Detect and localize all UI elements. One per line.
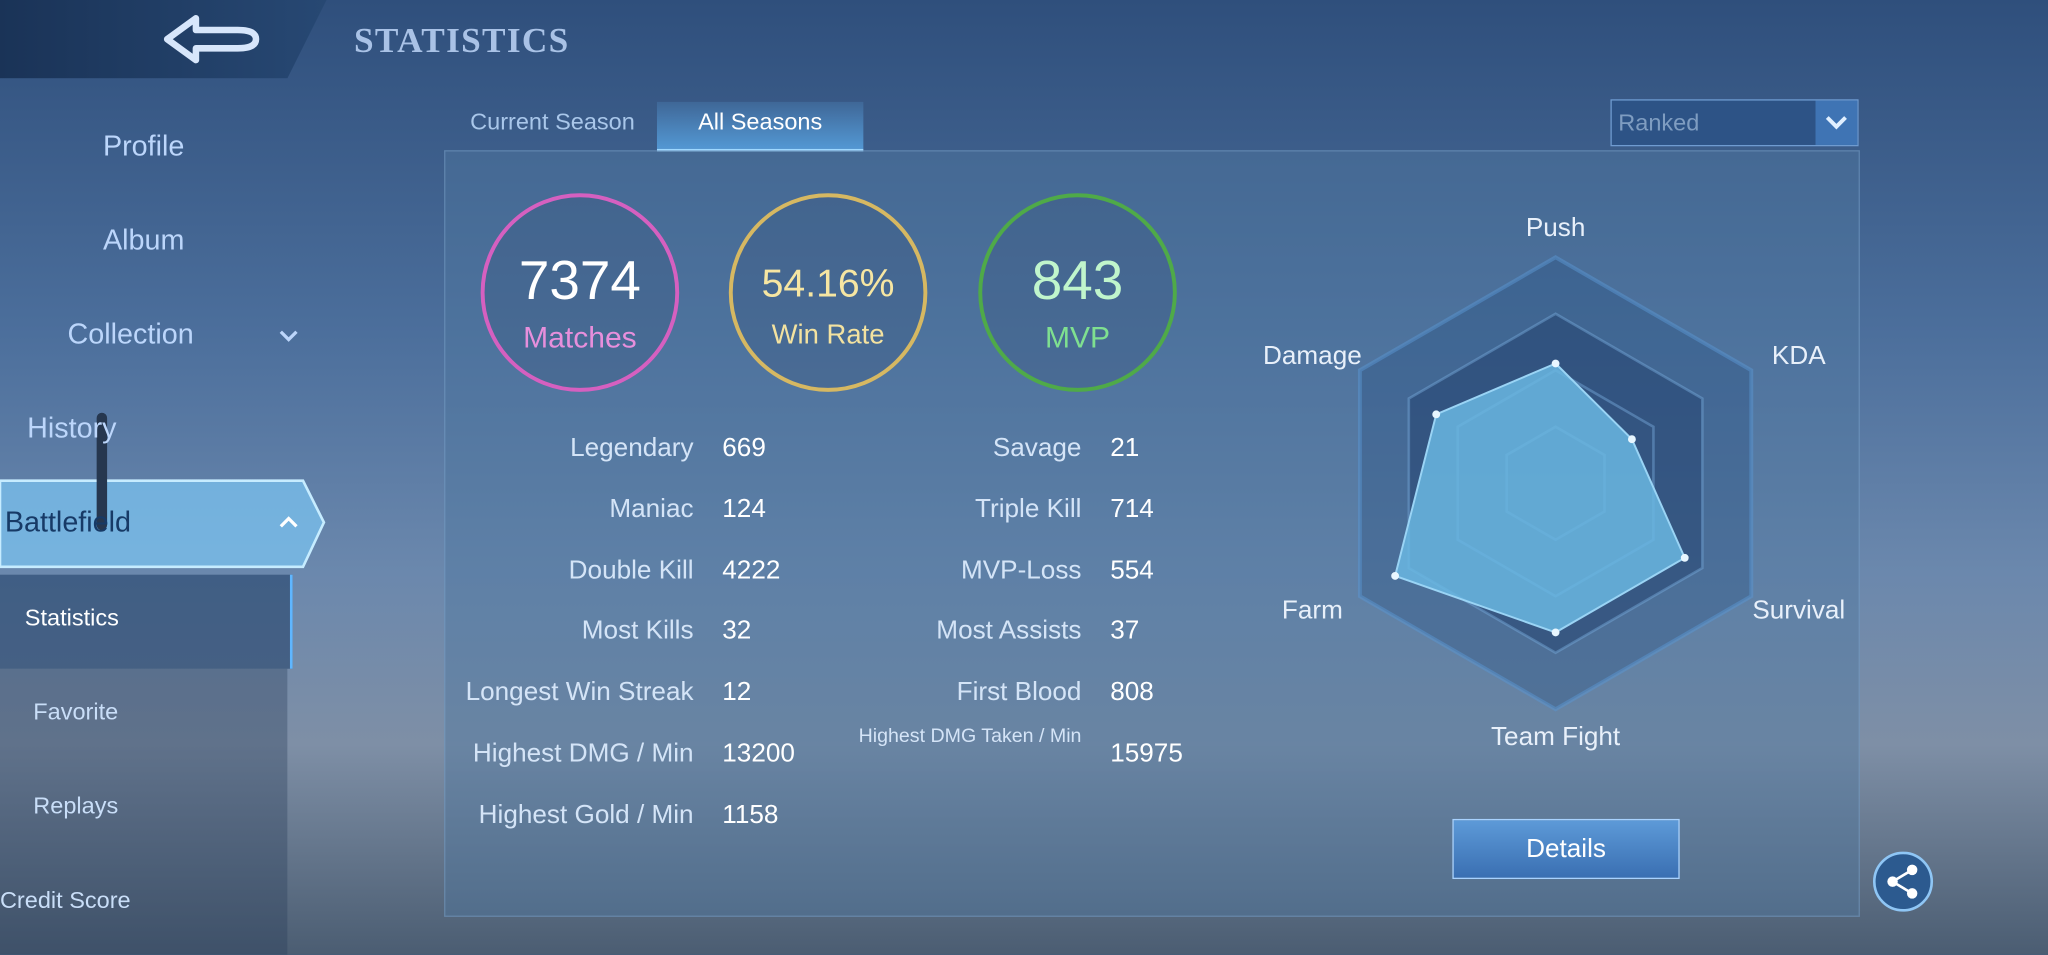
stat-value: 15975 — [1110, 739, 1183, 768]
tab[interactable]: Current Season — [470, 108, 635, 135]
radar-point — [1391, 571, 1400, 580]
mvp-ring: 843 MVP — [978, 193, 1177, 392]
details-button[interactable]: Details — [1452, 818, 1680, 880]
stat-label: Most Assists — [936, 616, 1082, 646]
chevron-down — [279, 330, 298, 342]
radar-axis-label: Push — [1525, 213, 1586, 243]
menu-replays[interactable]: Replays — [33, 792, 119, 819]
stat-value: 21 — [1110, 433, 1140, 463]
active-subitem-bg — [0, 574, 293, 669]
menu-credit-score[interactable]: Credit Score — [0, 886, 131, 913]
battlefield-highlight — [0, 479, 326, 569]
stat-label: Longest Win Streak — [465, 678, 694, 707]
stat-value: 32 — [722, 616, 752, 646]
chevron-up — [279, 516, 298, 528]
radar-point — [1551, 359, 1560, 368]
matches-label: Matches — [523, 319, 637, 354]
radar-axis-label: Damage — [1263, 340, 1362, 370]
page-title: STATISTICS — [353, 20, 570, 61]
radar-axis-label: KDA — [1771, 340, 1826, 370]
submenu-bg — [0, 668, 288, 955]
stat-label: Triple Kill — [975, 494, 1082, 524]
mvp-value: 843 — [1031, 249, 1124, 311]
stat-label: Highest DMG Taken / Min — [858, 724, 1082, 748]
menu-album[interactable]: Album — [102, 223, 185, 256]
stat-label: MVP-Loss — [960, 555, 1082, 585]
stat-value: 1158 — [722, 800, 779, 830]
dropdown-value: Ranked — [1618, 109, 1700, 136]
matches-ring: 7374 Matches — [480, 193, 680, 392]
winrate-value: 54.16% — [761, 262, 895, 306]
menu-collection[interactable]: Collection — [67, 317, 194, 351]
matches-value: 7374 — [518, 249, 641, 311]
dropdown-arrow-bg — [1815, 100, 1858, 145]
stat-value: 12 — [722, 678, 752, 707]
stat-label: Highest DMG / Min — [472, 739, 694, 768]
stat-label: Legendary — [570, 433, 694, 463]
menu-battlefield[interactable]: Battlefield — [4, 505, 132, 539]
stat-label: Most Kills — [581, 616, 694, 646]
stat-value: 124 — [722, 494, 766, 524]
menu-statistics[interactable]: Statistics — [24, 604, 119, 631]
menu-favorite[interactable]: Favorite — [33, 698, 119, 725]
stat-value: 4222 — [722, 555, 781, 585]
radar-axis-label: Farm — [1281, 595, 1343, 625]
winrate-ring: 54.16% Win Rate — [728, 193, 928, 392]
radar-point — [1627, 435, 1636, 444]
menu-history[interactable]: History — [27, 411, 117, 445]
stat-value: 37 — [1110, 616, 1140, 646]
header-bar — [0, 0, 327, 79]
back-button[interactable] — [157, 10, 267, 70]
menu-profile[interactable]: Profile — [102, 129, 185, 162]
stat-value: 13200 — [722, 739, 795, 768]
stat-label: First Blood — [956, 678, 1082, 707]
stat-label: Maniac — [609, 494, 694, 524]
stat-label: Savage — [992, 433, 1082, 463]
dropdown-arrow — [1825, 116, 1847, 130]
stat-value: 669 — [722, 433, 766, 463]
scrollbar — [96, 412, 108, 531]
stat-value: 714 — [1110, 494, 1154, 524]
stat-label: Highest Gold / Min — [478, 800, 694, 830]
stat-label: Double Kill — [568, 555, 694, 585]
radar-point — [1680, 553, 1689, 562]
share-button[interactable] — [1872, 850, 1935, 913]
stat-value: 808 — [1110, 678, 1154, 707]
tab-active[interactable]: All Seasons — [656, 101, 864, 152]
stat-value: 554 — [1110, 555, 1154, 585]
mvp-label: MVP — [1044, 319, 1111, 354]
winrate-label: Win Rate — [771, 319, 885, 351]
dropdown[interactable]: Ranked — [1610, 99, 1859, 147]
radar-axis-label: Team Fight — [1490, 722, 1621, 752]
radar-point — [1551, 628, 1560, 637]
radar-axis-label: Survival — [1752, 595, 1846, 625]
radar-point — [1432, 410, 1441, 419]
